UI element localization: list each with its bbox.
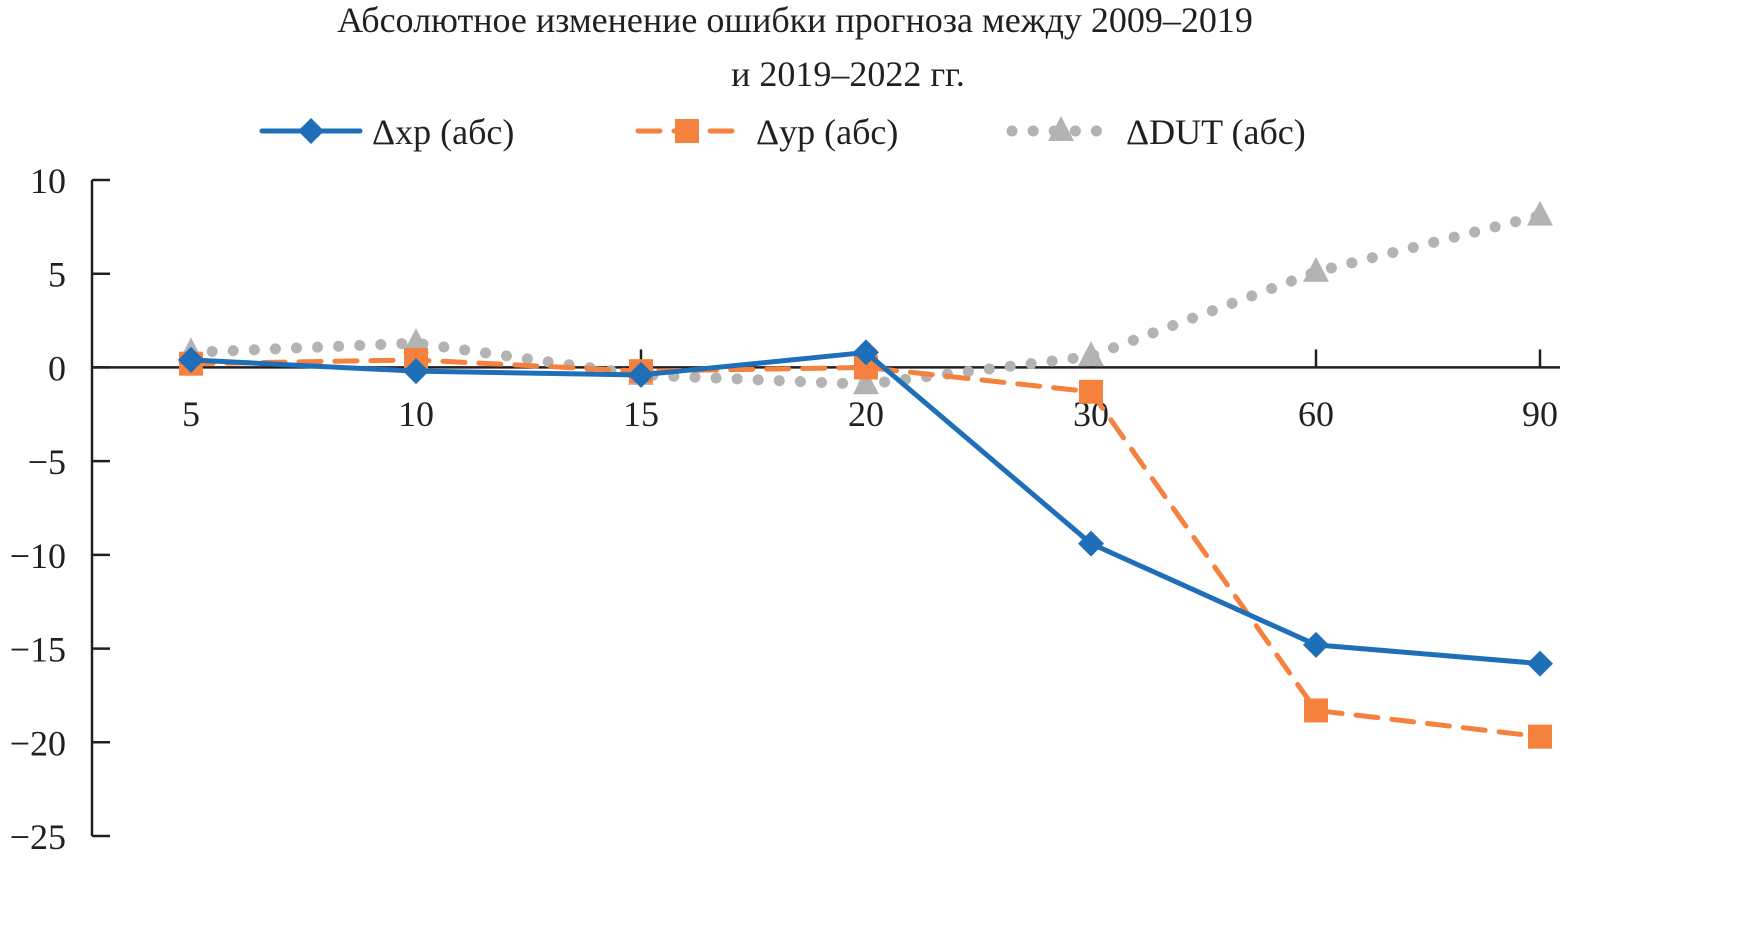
- x-tick-label: 20: [848, 394, 884, 434]
- y-tick-label: 10: [30, 161, 66, 201]
- y-tick-label: −5: [28, 442, 66, 482]
- data-point-triangle: [1078, 341, 1104, 367]
- y-tick-label: −10: [10, 536, 66, 576]
- y-tick-label: 5: [48, 255, 66, 295]
- data-point-triangle: [403, 328, 429, 354]
- y-tick-label: −20: [10, 723, 66, 763]
- chart-subtitle: и 2019–2022 гг.: [731, 54, 965, 94]
- legend-label: Δxp (абс): [372, 112, 514, 152]
- data-point-diamond: [1303, 631, 1329, 658]
- chart-title: Абсолютное изменение ошибки прогноза меж…: [337, 0, 1253, 40]
- data-point-square: [1528, 724, 1552, 749]
- x-tick-label: 90: [1522, 394, 1558, 434]
- legend-label: Δyp (абс): [756, 112, 898, 152]
- data-point-square: [1079, 379, 1103, 404]
- x-tick-label: 5: [182, 394, 200, 434]
- data-point-diamond: [853, 339, 879, 366]
- data-point-diamond: [298, 118, 324, 144]
- data-point-triangle: [1048, 116, 1074, 141]
- data-point-diamond: [178, 346, 204, 373]
- legend: Δxp (абс) Δyp (абс) ΔDUT (абс): [259, 112, 1306, 152]
- data-point-diamond: [628, 361, 654, 388]
- data-point-triangle: [1303, 256, 1329, 282]
- data-point-triangle: [853, 369, 879, 395]
- series-layer: [178, 200, 1553, 749]
- x-tick-label: 10: [398, 394, 434, 434]
- legend-label: ΔDUT (абс): [1126, 112, 1306, 152]
- y-tick-label: −15: [10, 630, 66, 670]
- data-point-diamond: [1078, 530, 1104, 557]
- data-point-square: [1304, 698, 1328, 723]
- data-point-diamond: [1527, 650, 1553, 677]
- y-tick-label: −25: [10, 817, 66, 857]
- x-tick-label: 15: [623, 394, 659, 434]
- data-point-triangle: [1527, 200, 1553, 226]
- series-0: [178, 339, 1553, 677]
- x-tick-label: 60: [1298, 394, 1334, 434]
- data-point-diamond: [403, 358, 429, 385]
- y-tick-label: 0: [48, 348, 66, 388]
- data-point-square: [675, 119, 699, 143]
